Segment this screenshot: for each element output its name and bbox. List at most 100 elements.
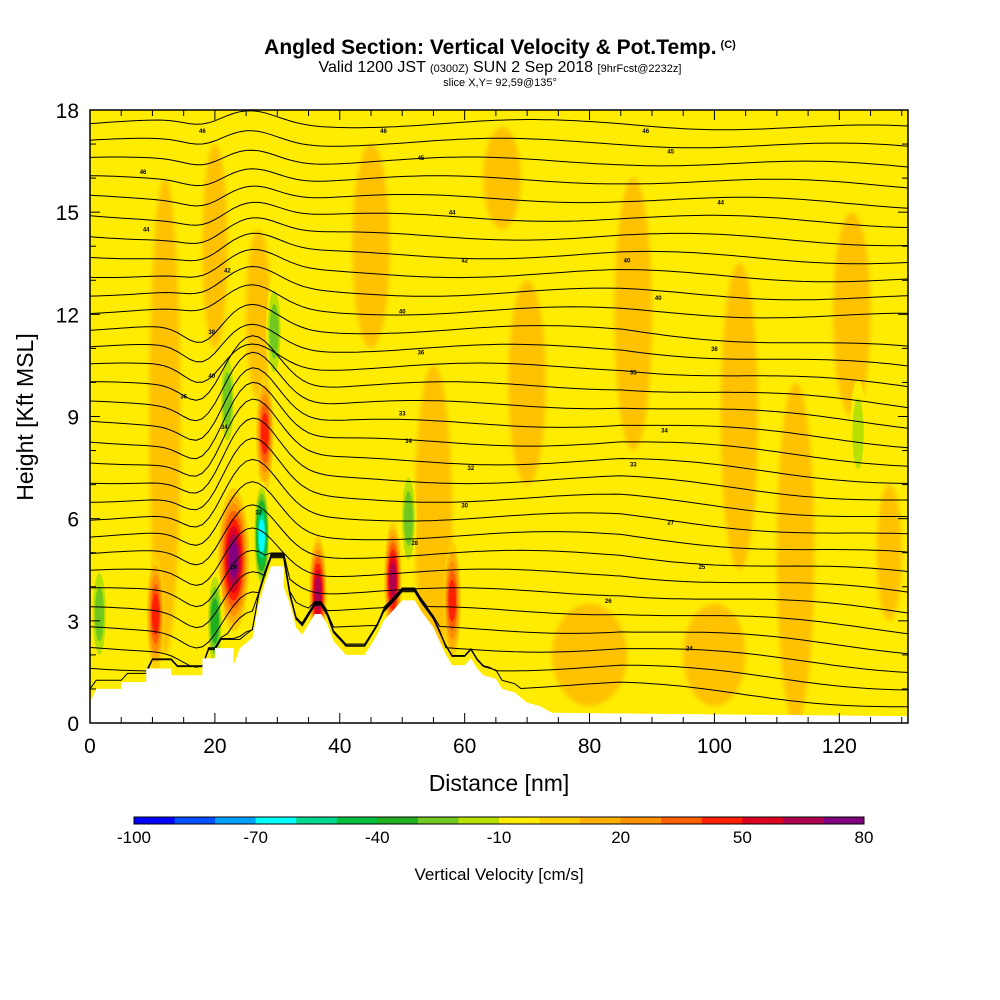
theta-contour-line [90, 248, 908, 283]
theta-contour-line [90, 110, 908, 131]
svg-text:34: 34 [405, 439, 412, 445]
svg-text:46: 46 [380, 129, 387, 135]
theta-contour-label: 40 [399, 309, 406, 315]
theta-contour-line [90, 284, 908, 319]
y-axis-label: Height [Kft MSL] [12, 333, 38, 500]
theta-contour-line [90, 398, 908, 484]
svg-text:40: 40 [399, 309, 406, 315]
valid-utc: (0300Z) [430, 63, 469, 75]
theta-contours [90, 110, 908, 708]
x-tick-label: 60 [453, 735, 476, 758]
downdraft-core [94, 586, 104, 642]
theta-contour-label: 44 [449, 211, 456, 217]
theta-contour-label: 32 [468, 466, 475, 472]
theta-contour-line [90, 527, 908, 593]
theta-contour-line [90, 557, 908, 708]
theta-contour-label: 46 [199, 129, 206, 135]
theta-contour-label: 24 [686, 647, 693, 653]
svg-text:36: 36 [418, 350, 425, 356]
svg-text:26: 26 [605, 599, 612, 605]
weak-updraft-region [508, 280, 546, 485]
valid-date: SUN 2 Sep 2018 [473, 59, 594, 76]
weak-updraft-region [149, 178, 181, 655]
theta-contour-label: 28 [411, 541, 418, 547]
weak-updraft-region [246, 229, 272, 400]
svg-text:27: 27 [667, 521, 674, 527]
theta-contour-label: 33 [399, 412, 406, 418]
svg-text:36: 36 [711, 347, 718, 353]
theta-contour-label: 34 [661, 429, 668, 435]
theta-contour-label: 46 [140, 170, 147, 176]
theta-contour-label: 44 [717, 200, 724, 206]
colorbar-tick-label: -40 [365, 828, 390, 847]
colorbar-frame [133, 816, 865, 825]
theta-contour-line [90, 553, 908, 635]
svg-text:24: 24 [686, 647, 693, 653]
theta-contour-line [90, 130, 908, 149]
theta-contour-line [90, 185, 908, 209]
svg-text:42: 42 [461, 258, 468, 264]
colorbar-label: Vertical Velocity [cm/s] [414, 865, 583, 884]
theta-contour-line [90, 201, 908, 228]
theta-contour-label: 25 [699, 565, 706, 571]
theta-contour-line [90, 168, 908, 189]
svg-text:40: 40 [624, 258, 631, 264]
weak-updraft-region [683, 603, 746, 706]
colorbar: -100 -70 -40 -10 20 50 80 [117, 816, 873, 847]
theta-contour-line [90, 217, 908, 247]
theta-contour-line [90, 343, 908, 388]
svg-text:44: 44 [449, 211, 456, 217]
colorbar-swatch [701, 817, 743, 824]
svg-text:36: 36 [180, 395, 187, 401]
theta-contour-line [90, 335, 908, 409]
svg-text:33: 33 [399, 412, 406, 418]
terrain-mask [90, 566, 908, 723]
theta-contour-label: 33 [630, 463, 637, 469]
svg-text:46: 46 [140, 170, 147, 176]
colorbar-swatch [539, 817, 581, 824]
svg-text:40: 40 [655, 296, 662, 302]
colorbar-swatch [255, 817, 297, 824]
theta-contour-line [90, 149, 908, 168]
y-tick-label: 0 [67, 713, 79, 736]
y-tick-label: 6 [67, 509, 79, 532]
colorbar-tick-label: -70 [243, 828, 268, 847]
colorbar-swatch [215, 817, 257, 824]
theta-contour-line [90, 481, 908, 553]
theta-contour-label: 40 [208, 374, 215, 380]
svg-text:45: 45 [418, 156, 425, 162]
theta-contour-line [90, 303, 908, 347]
svg-text:38: 38 [208, 330, 215, 336]
theta-contour-label: 40 [624, 258, 631, 264]
theta-contour-label: 27 [667, 521, 674, 527]
chart-subtitle: Valid 1200 JST (0300Z) SUN 2 Sep 2018 [9… [0, 59, 1000, 77]
theta-contour-label: 30 [461, 504, 468, 510]
downdraft-core [222, 372, 232, 427]
y-tick-label: 3 [67, 611, 79, 634]
x-tick-label: 0 [84, 735, 96, 758]
svg-text:46: 46 [199, 129, 206, 135]
updraft-core [229, 541, 238, 578]
svg-text:44: 44 [717, 200, 724, 206]
svg-text:26: 26 [230, 565, 237, 571]
theta-contour-label: 45 [418, 156, 425, 162]
svg-text:45: 45 [667, 149, 674, 155]
colorbar-swatch [336, 817, 378, 824]
svg-text:25: 25 [699, 565, 706, 571]
theta-contour-label: 46 [380, 129, 387, 135]
theta-contour-line [90, 265, 908, 301]
x-axis-label: Distance [nm] [429, 770, 570, 796]
theta-contour-line [90, 504, 908, 573]
colorbar-tick-label: -10 [487, 828, 512, 847]
theta-contour-line [90, 549, 908, 614]
theta-contour-line [90, 458, 908, 535]
colorbar-swatch [823, 817, 865, 824]
weak-updraft-region [614, 178, 652, 451]
svg-text:30: 30 [461, 504, 468, 510]
theta-contour-line [90, 555, 908, 673]
theta-contour-line [90, 232, 908, 265]
theta-contour-label: 40 [655, 296, 662, 302]
theta-contour-label: 35 [630, 371, 637, 377]
weak-updraft-region [352, 144, 390, 349]
theta-contour-label: 36 [711, 347, 718, 353]
